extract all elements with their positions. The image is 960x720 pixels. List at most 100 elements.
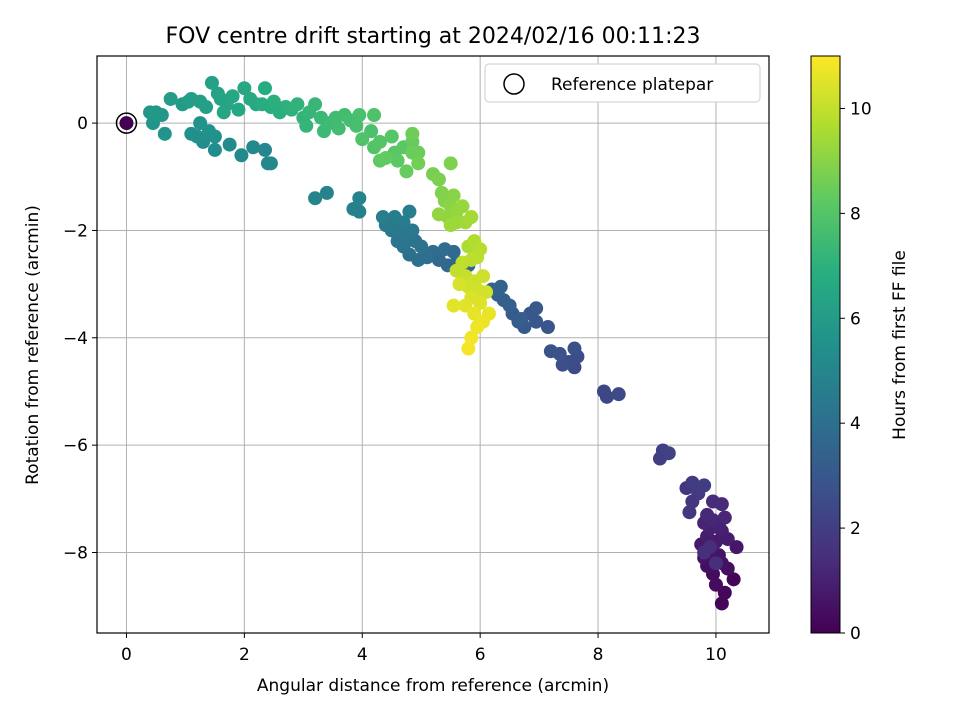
scatter-point [540,320,555,335]
scatter-point [685,475,700,490]
scatter-point [405,126,420,141]
scatter-point [399,164,414,179]
scatter-point [204,75,219,90]
scatter-point [443,218,458,233]
y-tick-label: −6 [63,436,88,456]
scatter-point [346,201,361,216]
scatter-point [193,116,208,131]
colorbar-frame [810,55,841,634]
scatter-point [411,145,426,160]
scatter-point [384,129,399,144]
colorbar-tick-label: 10 [850,99,872,119]
x-tick-label: 2 [239,645,250,665]
scatter-point [263,156,278,171]
colorbar-gradient [811,56,840,633]
y-tick-label: −4 [63,329,88,349]
scatter-point [375,210,390,225]
colorbar: 0 2 4 6 8 10 Hours from first FF file [810,55,910,644]
scatter-point [258,81,272,96]
scatter-point [234,148,249,163]
scatter-point [697,545,712,560]
scatter-point [237,81,252,96]
scatter-point [461,341,476,356]
x-tick-label: 0 [121,645,132,665]
scatter-point [216,105,231,120]
scatter-point [390,153,405,168]
scatter-point [349,118,364,133]
legend-marker-reference [503,73,525,95]
scatter-point [355,132,370,147]
scatter-point [717,585,732,600]
plot-frame [96,55,770,634]
scatter-point [464,330,479,345]
colorbar-tick-label: 4 [850,414,861,434]
scatter-point [726,572,741,587]
scatter-point [529,301,544,316]
y-tick-label: 0 [77,114,88,134]
x-tick-label: 4 [357,645,368,665]
scatter-point [411,156,426,171]
scatter-point [455,199,470,214]
scatter-point [258,142,272,157]
scatter-points [143,75,744,611]
scatter-point [299,118,314,133]
scatter-point [467,306,482,321]
colorbar-label: Hours from first FF file [890,250,910,440]
chart-title: FOV centre drift starting at 2024/02/16 … [166,24,701,49]
scatter-point [706,494,720,509]
scatter-point [163,91,178,106]
scatter-point [207,142,222,157]
colorbar-ticks: 0 2 4 6 8 10 [840,99,872,644]
scatter-point [308,191,323,206]
scatter-point [479,285,494,300]
scatter-point [611,387,626,402]
scatter-point [431,172,446,187]
y-tick-label: −2 [63,221,88,241]
scatter-point [157,126,172,141]
scatter-point [367,108,382,123]
scatter-point [470,320,485,335]
scatter-point [717,510,732,525]
scatter-point [148,105,163,120]
y-axis-ticks: 0 −2 −4 −6 −8 [63,114,97,563]
scatter-point [437,242,452,257]
scatter-point [452,277,467,292]
scatter-point [308,97,323,112]
scatter-point [697,478,712,493]
colorbar-tick-label: 2 [850,519,861,539]
x-axis-label: Angular distance from reference (arcmin) [257,676,609,696]
colorbar-tick-label: 6 [850,309,861,329]
scatter-point [378,150,393,165]
scatter-point [246,140,261,155]
scatter-point [599,389,614,404]
legend-box [484,63,761,103]
scatter-point [364,124,379,139]
legend-label-reference: Reference platepar [551,75,713,95]
scatter-point [708,577,723,592]
x-tick-label: 10 [705,645,727,665]
scatter-point [714,596,729,611]
scatter-point [661,446,676,461]
scatter-point [443,156,458,171]
scatter-point [464,210,479,225]
scatter-point [319,185,334,200]
scatter-point [458,298,473,313]
scatter-point [266,94,281,109]
scatter-point [290,97,305,112]
colorbar-tick-label: 0 [850,624,861,644]
plot-area: 0 2 4 6 8 10 0 −2 −4 −6 −8 [63,55,770,665]
scatter-point [352,191,367,206]
scatter-point [231,102,246,117]
scatter-point [225,89,240,104]
scatter-point [184,126,199,141]
scatter-point [199,99,214,114]
x-axis-ticks: 0 2 4 6 8 10 [121,633,727,665]
scatter-point [476,269,491,284]
scatter-point [555,357,570,372]
scatter-point [431,207,446,222]
scatter-point [446,188,461,203]
scatter-point [352,108,367,123]
legend: Reference platepar [484,63,761,103]
scatter-point [331,121,346,136]
